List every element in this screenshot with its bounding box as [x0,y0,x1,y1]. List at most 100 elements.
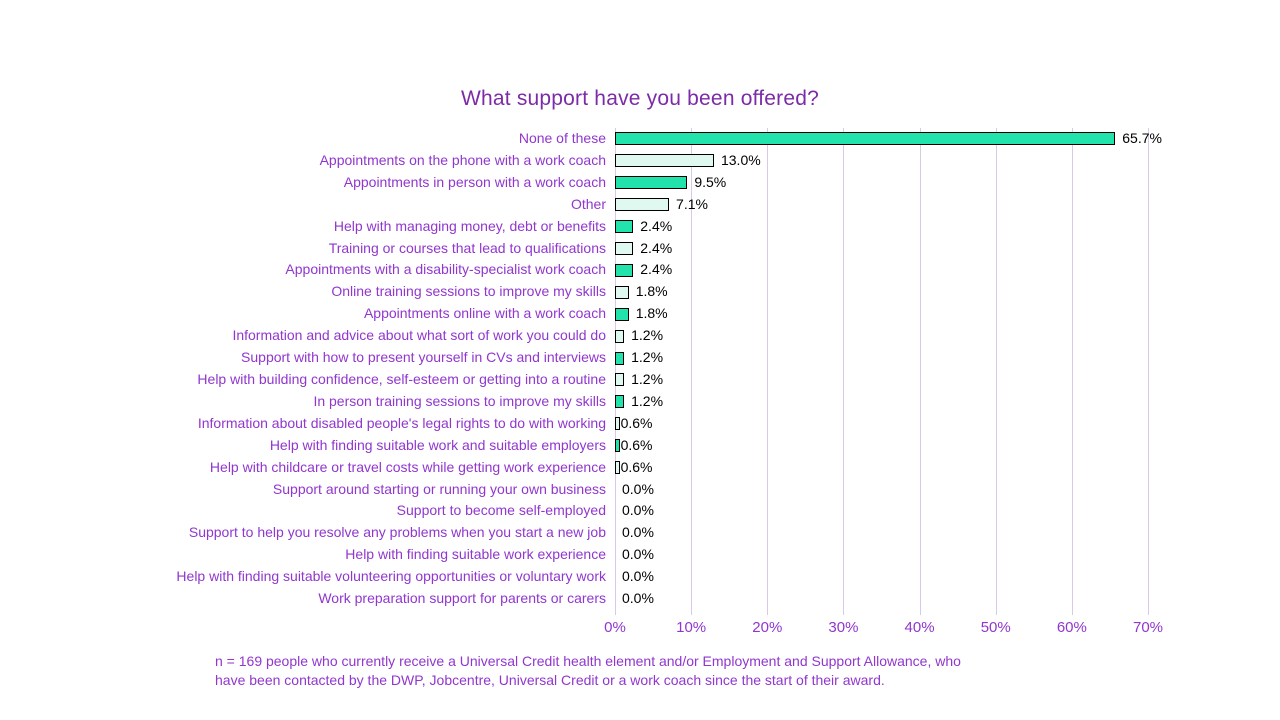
bar-row: In person training sessions to improve m… [15,391,1188,413]
bar [615,373,625,387]
plot-cell: 0.6% [615,457,1188,479]
plot-cell: 0.0% [615,500,1188,522]
bar-row: Help with managing money, debt or benefi… [15,216,1188,238]
category-label: Training or courses that lead to qualifi… [328,239,606,256]
bar [615,395,625,409]
plot-cell: 2.4% [615,259,1188,281]
category-label: Support with how to present yourself in … [241,349,606,366]
gridline [1148,128,1149,610]
category-label: In person training sessions to improve m… [313,392,606,409]
category-label: Support to become self-employed [396,502,606,519]
bar-row: Support to become self-employed 0.0% [15,500,1188,522]
plot-cell: 2.4% [615,238,1188,260]
plot-cell: 13.0% [615,150,1188,172]
bar-row: Support to help you resolve any problems… [15,522,1188,544]
plot-cell: 0.0% [615,522,1188,544]
value-label: 0.0% [622,590,654,607]
bar-rows-layer: None of these 65.7% Appointments on the ph… [15,128,1188,610]
bar-row: Information about disabled people's lega… [15,413,1188,435]
category-label: Help with building confidence, self-este… [197,370,606,387]
bar [615,439,620,453]
tick-mark [843,610,845,615]
bar-row: Other 7.1% [15,194,1188,216]
value-label: 0.6% [620,458,653,475]
tick-label: 10% [676,619,707,636]
tick-label: 0% [604,619,626,636]
category-label: Help with finding suitable volunteering … [176,568,606,585]
plot-cell: 1.8% [615,303,1188,325]
value-label: 65.7% [1122,130,1162,146]
tick-label: 20% [752,619,783,636]
value-label: 1.8% [635,283,668,300]
bar-row: Appointments with a disability-specialis… [15,259,1188,281]
value-label: 9.5% [694,173,727,190]
bar-row: Help with building confidence, self-este… [15,369,1188,391]
tick-mark [691,610,693,615]
category-label: Online training sessions to improve my s… [331,283,606,300]
bar [615,307,629,321]
category-label: Appointments in person with a work coach [343,173,606,190]
value-label: 1.2% [631,370,664,387]
plot-cell: 1.8% [615,281,1188,303]
plot-cell: 1.2% [615,369,1188,391]
chart-title: What support have you been offered? [460,87,820,110]
value-label: 0.6% [620,436,653,453]
plot-cell: 0.0% [615,479,1188,501]
value-label: 1.8% [635,305,668,322]
tick-mark [1148,610,1149,615]
value-label: 0.6% [620,414,653,431]
plot-cell: 1.2% [615,347,1188,369]
gridline [995,128,997,610]
category-label: Appointments with a disability-specialis… [285,261,606,278]
bar-row: Appointments on the phone with a work co… [15,150,1188,172]
value-label: 1.2% [631,349,664,366]
bar-row: Support around starting or running your … [15,479,1188,501]
bar-row: Appointments in person with a work coach… [15,172,1188,194]
category-label: Help with managing money, debt or benefi… [333,217,606,234]
footnote-line-2: have been contacted by the DWP, Jobcentr… [215,672,885,688]
bar-row: Help with finding suitable volunteering … [15,566,1188,588]
value-label: 7.1% [676,195,708,212]
tick-label: 30% [828,619,859,636]
plot-cell: 0.0% [615,566,1188,588]
value-label: 0.0% [622,568,654,585]
bar-row: Appointments online with a work coach 1.8… [15,303,1188,325]
tick-label: 50% [980,619,1011,636]
footnote-line-1: n = 169 people who currently receive a U… [215,653,961,669]
bar-row: None of these 65.7% [15,128,1188,150]
bar [615,263,634,277]
bar-row: Information and advice about what sort o… [15,325,1188,347]
tick-label: 70% [1132,619,1164,636]
plot-cell: 2.4% [615,216,1188,238]
value-label: 0.0% [622,480,654,497]
bar-row: Help with childcare or travel costs whil… [15,457,1188,479]
gridline [767,128,769,610]
category-label: Support to help you resolve any problems… [188,524,606,541]
category-label: Help with childcare or travel costs whil… [209,458,606,475]
tick-mark [995,610,997,615]
bar-row: Training or courses that lead to qualifi… [15,238,1188,260]
bar-row: Help with finding suitable work and suit… [15,435,1188,457]
bar-row: Help with finding suitable work experien… [15,544,1188,566]
tick-mark [1071,610,1073,615]
plot-cell: 65.7% [615,128,1188,150]
plot-cell: 0.0% [615,588,1188,610]
tick-mark [767,610,769,615]
category-label: Information about disabled people's lega… [197,414,606,431]
value-label: 2.4% [640,217,673,234]
bar [615,220,634,234]
category-label: Help with finding suitable work and suit… [269,436,606,453]
category-label: Support around starting or running your … [272,480,606,497]
category-label: Appointments on the phone with a work co… [319,151,606,168]
footnote: n = 169 people who currently receive a U… [215,652,1115,690]
category-label: Information and advice about what sort o… [232,327,606,344]
bar-chart: None of these 65.7% Appointments on the ph… [15,128,1230,648]
category-label: None of these [518,130,606,146]
bar [615,154,714,168]
value-label: 2.4% [640,261,673,278]
bar [615,329,625,343]
value-label: 0.0% [622,546,654,563]
tick-label: 40% [904,619,935,636]
category-label: Work preparation support for parents or … [318,590,606,607]
